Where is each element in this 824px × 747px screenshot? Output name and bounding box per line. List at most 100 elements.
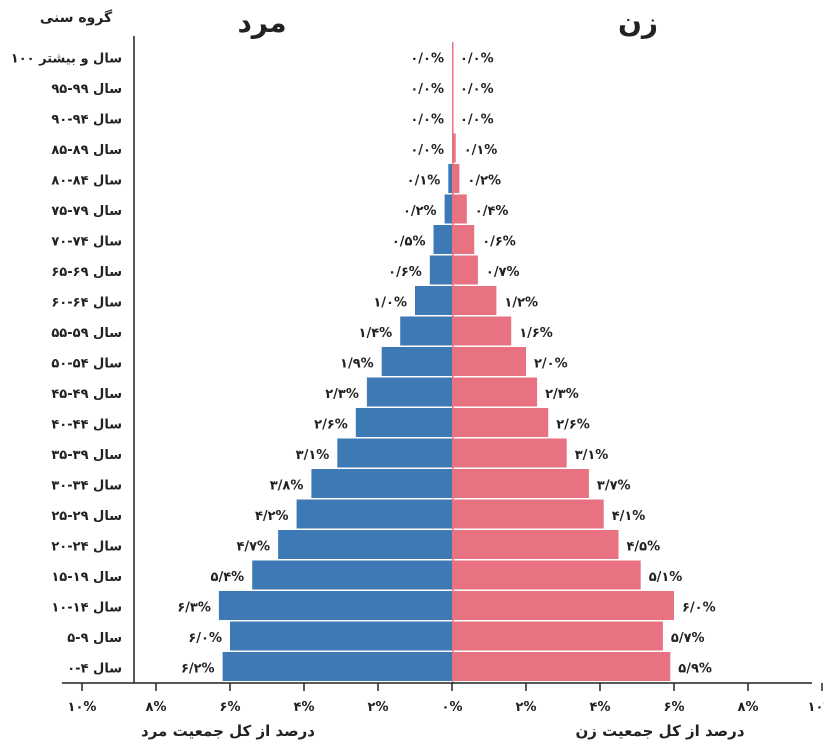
female-value-label-1: ۰/۰% xyxy=(460,82,494,97)
male-bar-5 xyxy=(444,194,452,224)
male-value-label-13: ۳/۱% xyxy=(296,448,330,463)
male-bar-15 xyxy=(296,499,452,529)
category-label-18: ۱۰-۱۴ سال xyxy=(51,600,122,615)
x-tick-label-9: ۸% xyxy=(738,700,759,715)
male-bar-18 xyxy=(218,591,452,620)
male-value-label-8: ۱/۰% xyxy=(373,295,407,310)
category-label-3: ۸۵-۸۹ سال xyxy=(51,143,122,158)
x-ticks-layer: ۱۰% ۸% ۶% ۴% ۲% ۰% ۲% ۴% ۶% ۸% ۱۰% xyxy=(68,683,824,715)
category-label-2: ۹۰-۹۴ سال xyxy=(51,112,122,127)
female-value-label-9: ۱/۶% xyxy=(519,326,553,341)
female-value-label-14: ۳/۷% xyxy=(597,478,631,493)
male-bar-17 xyxy=(252,560,452,590)
male-value-label-5: ۰/۲% xyxy=(403,204,437,219)
male-value-label-1: ۰/۰% xyxy=(410,82,444,97)
x-axis-label-male: درصد از کل جمعیت مرد xyxy=(141,722,315,740)
female-value-label-12: ۲/۶% xyxy=(556,417,590,432)
x-tick-label-4: ۲% xyxy=(368,700,389,715)
male-bar-6 xyxy=(433,225,452,254)
category-label-7: ۶۵-۶۹ سال xyxy=(51,265,122,280)
male-bar-14 xyxy=(311,469,452,498)
female-bar-14 xyxy=(452,469,589,498)
x-tick-label-2: ۶% xyxy=(220,700,241,715)
female-value-label-5: ۰/۴% xyxy=(475,204,509,219)
male-value-label-17: ۵/۴% xyxy=(211,570,245,585)
bars-layer xyxy=(218,42,674,683)
female-value-label-15: ۴/۱% xyxy=(612,509,646,524)
female-bar-19 xyxy=(452,621,663,651)
category-label-9: ۵۵-۵۹ سال xyxy=(51,326,122,341)
male-value-label-2: ۰/۰% xyxy=(410,112,444,127)
female-bar-16 xyxy=(452,530,619,559)
axis-header: گروه سنی xyxy=(40,9,113,26)
x-axis-label-female: درصد از کل جمعیت زن xyxy=(575,722,744,740)
male-bar-11 xyxy=(366,377,452,407)
x-tick-label-10: ۱۰% xyxy=(808,700,824,715)
female-value-label-20: ۵/۹% xyxy=(678,661,712,676)
female-bar-15 xyxy=(452,499,604,529)
category-labels-layer: ۱۰۰ سال و بیشتر ۹۵-۹۹ سال ۹۰-۹۴ سال ۸۵-۸۹ س… xyxy=(11,51,122,676)
category-label-8: ۶۰-۶۴ سال xyxy=(51,295,122,310)
female-value-label-13: ۳/۱% xyxy=(575,448,609,463)
male-bar-8 xyxy=(415,286,452,315)
male-bar-10 xyxy=(381,347,452,376)
male-value-label-15: ۴/۲% xyxy=(255,509,289,524)
female-bar-7 xyxy=(452,255,478,285)
category-label-5: ۷۵-۷۹ سال xyxy=(51,204,122,219)
female-bar-4 xyxy=(452,164,460,193)
center-line xyxy=(452,42,454,683)
male-value-label-19: ۶/۰% xyxy=(188,631,222,646)
male-value-label-10: ۱/۹% xyxy=(340,356,374,371)
category-label-11: ۴۵-۴۹ سال xyxy=(51,387,122,402)
female-bar-10 xyxy=(452,347,526,376)
female-value-label-2: ۰/۰% xyxy=(460,112,494,127)
male-value-label-14: ۳/۸% xyxy=(270,478,304,493)
male-bar-20 xyxy=(222,652,452,681)
female-value-label-0: ۰/۰% xyxy=(460,51,494,66)
female-value-label-17: ۵/۱% xyxy=(649,570,683,585)
category-label-6: ۷۰-۷۴ سال xyxy=(51,234,122,249)
male-bar-16 xyxy=(278,530,452,559)
value-labels-layer: ۰/۰% ۰/۰% ۰/۰% ۰/۰% ۰/۰% ۰/۰% ۰/۰% ۰/۱% ۰/۱% ۰/۲%… xyxy=(177,51,715,676)
male-title: مرد xyxy=(237,6,286,39)
female-value-label-10: ۲/۰% xyxy=(534,356,568,371)
male-value-label-16: ۴/۷% xyxy=(236,539,270,554)
female-bar-6 xyxy=(452,225,475,254)
x-tick-label-6: ۲% xyxy=(516,700,537,715)
category-label-14: ۳۰-۳۴ سال xyxy=(51,478,122,493)
female-value-label-18: ۶/۰% xyxy=(682,600,716,615)
category-label-15: ۲۵-۲۹ سال xyxy=(51,509,122,524)
male-bar-7 xyxy=(429,255,452,285)
female-bar-13 xyxy=(452,438,567,468)
category-label-16: ۲۰-۲۴ سال xyxy=(51,539,122,554)
category-label-19: ۵-۹ سال xyxy=(67,631,122,646)
female-bar-18 xyxy=(452,591,674,620)
x-tick-label-3: ۴% xyxy=(294,700,315,715)
female-value-label-7: ۰/۷% xyxy=(486,265,520,280)
category-label-10: ۵۰-۵۴ سال xyxy=(51,356,122,371)
male-bar-19 xyxy=(230,621,452,651)
category-label-13: ۳۵-۳۹ سال xyxy=(51,448,122,463)
male-value-label-7: ۰/۶% xyxy=(388,265,422,280)
category-label-0: ۱۰۰ سال و بیشتر xyxy=(11,51,122,66)
male-value-label-12: ۲/۶% xyxy=(314,417,348,432)
female-bar-9 xyxy=(452,316,512,346)
x-tick-label-7: ۴% xyxy=(590,700,611,715)
category-label-4: ۸۰-۸۴ سال xyxy=(51,173,122,188)
male-bar-12 xyxy=(355,408,452,437)
female-bar-11 xyxy=(452,377,538,407)
x-tick-label-8: ۶% xyxy=(664,700,685,715)
female-bar-20 xyxy=(452,652,671,681)
male-value-label-9: ۱/۴% xyxy=(359,326,393,341)
female-value-label-19: ۵/۷% xyxy=(671,631,705,646)
category-label-12: ۴۰-۴۴ سال xyxy=(51,417,122,432)
female-value-label-3: ۰/۱% xyxy=(464,143,498,158)
female-bar-12 xyxy=(452,408,549,437)
female-bar-5 xyxy=(452,194,467,224)
female-bar-17 xyxy=(452,560,641,590)
category-label-20: ۰-۴ سال xyxy=(67,661,122,676)
male-bar-13 xyxy=(337,438,452,468)
x-tick-label-1: ۸% xyxy=(146,700,167,715)
male-bar-4 xyxy=(448,164,452,193)
